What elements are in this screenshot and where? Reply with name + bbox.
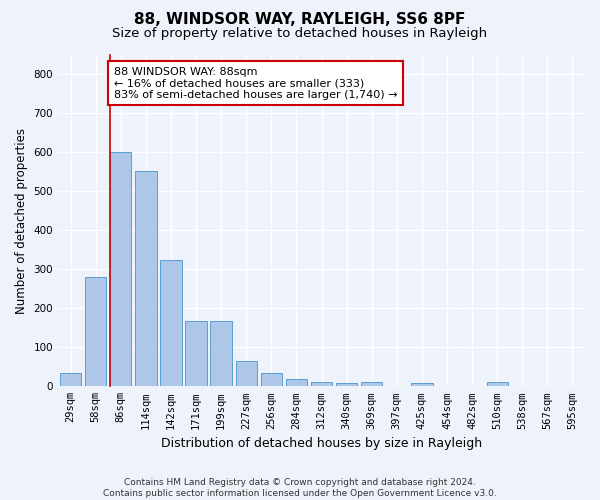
X-axis label: Distribution of detached houses by size in Rayleigh: Distribution of detached houses by size … (161, 437, 482, 450)
Bar (411, 383, 433, 386)
Bar (211, 321, 232, 386)
Bar (236, 361, 257, 386)
Bar (336, 383, 357, 386)
Text: 88 WINDSOR WAY: 88sqm
← 16% of detached houses are smaller (333)
83% of semi-det: 88 WINDSOR WAY: 88sqm ← 16% of detached … (114, 66, 397, 100)
Bar (487, 382, 508, 386)
Text: 88, WINDSOR WAY, RAYLEIGH, SS6 8PF: 88, WINDSOR WAY, RAYLEIGH, SS6 8PF (134, 12, 466, 28)
Bar (85, 277, 106, 386)
Text: Contains HM Land Registry data © Crown copyright and database right 2024.
Contai: Contains HM Land Registry data © Crown c… (103, 478, 497, 498)
Bar (160, 260, 182, 386)
Bar (286, 378, 307, 386)
Bar (60, 372, 81, 386)
Y-axis label: Number of detached properties: Number of detached properties (15, 128, 28, 314)
Text: Size of property relative to detached houses in Rayleigh: Size of property relative to detached ho… (112, 28, 488, 40)
Bar (135, 171, 157, 386)
Bar (311, 382, 332, 386)
Bar (185, 321, 207, 386)
Bar (110, 152, 131, 386)
Bar (361, 382, 382, 386)
Bar (260, 372, 282, 386)
